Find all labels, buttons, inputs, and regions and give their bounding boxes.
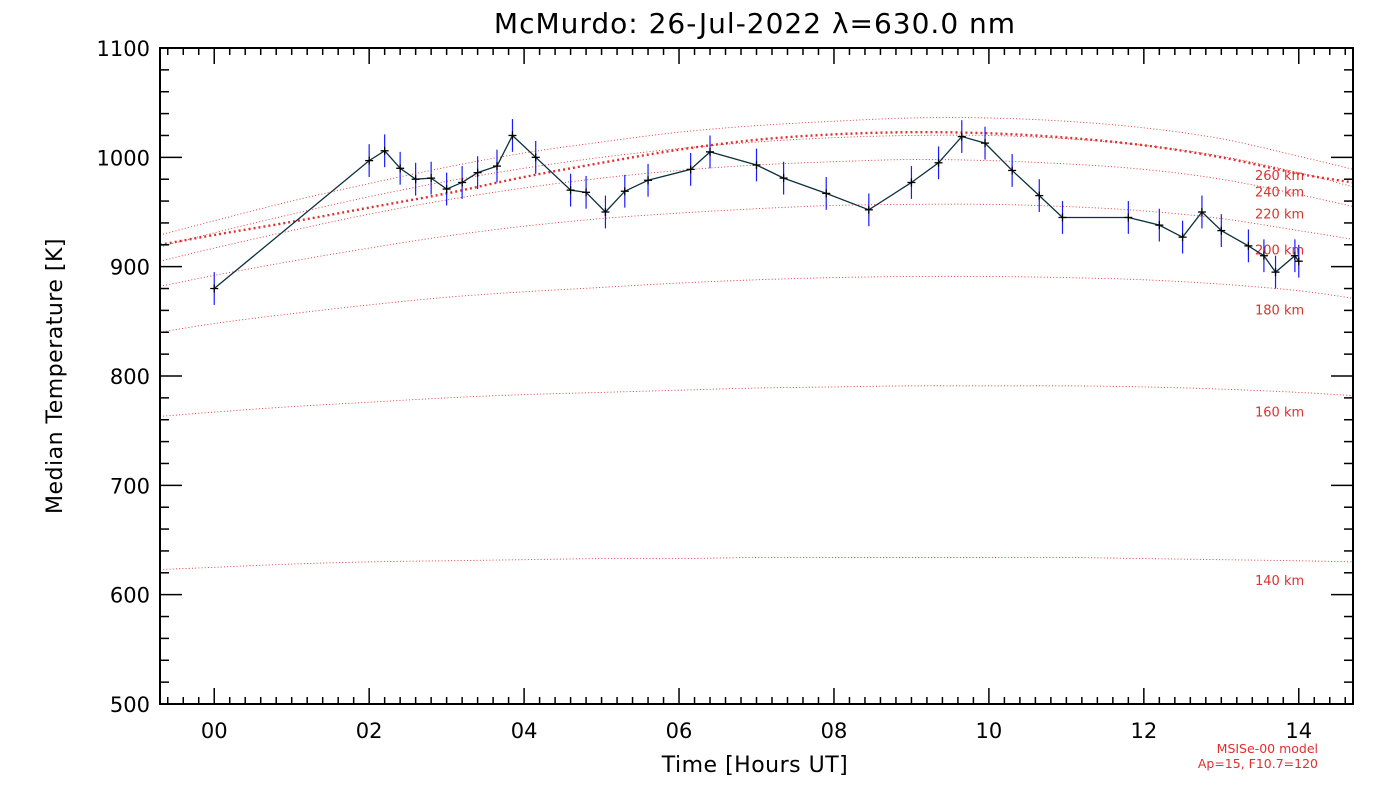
- x-tick-label-0: 00: [201, 719, 228, 743]
- data-point-31: [1155, 221, 1164, 230]
- data-point-18: [706, 147, 715, 156]
- x-tick-label-5: 10: [976, 719, 1003, 743]
- data-point-36: [1259, 251, 1268, 260]
- data-point-34: [1217, 226, 1226, 235]
- data-point-29: [1058, 213, 1067, 222]
- data-point-33: [1197, 208, 1206, 216]
- data-point-26: [981, 139, 990, 148]
- data-point-11: [531, 153, 540, 162]
- data-point-38: [1290, 251, 1299, 260]
- data-point-1: [365, 156, 374, 165]
- data-point-10: [508, 131, 517, 140]
- data-point-2: [380, 146, 389, 155]
- y-tick-label-0: 500: [110, 693, 150, 717]
- data-point-5: [427, 174, 436, 183]
- data-point-13: [582, 188, 591, 197]
- data-point-16: [644, 176, 653, 185]
- data-point-24: [934, 158, 943, 167]
- y-tick-label-4: 900: [110, 256, 150, 280]
- data-point-39: [1294, 257, 1303, 266]
- data-point-35: [1244, 241, 1253, 250]
- data-point-12: [566, 186, 575, 195]
- data-point-4: [411, 175, 420, 184]
- data-point-25: [957, 132, 966, 141]
- model-curve-3: [159, 203, 1354, 287]
- data-point-32: [1178, 233, 1187, 242]
- data-point-21: [822, 189, 831, 198]
- data-point-9: [492, 162, 501, 171]
- model-curve-2: [159, 275, 1354, 333]
- data-point-6: [442, 185, 451, 194]
- model-curve-label-1: 160 km: [1255, 405, 1304, 420]
- data-point-22: [864, 205, 873, 214]
- model-curve-label-4: 220 km: [1255, 208, 1304, 223]
- y-tick-label-1: 600: [110, 584, 150, 608]
- data-point-8: [473, 168, 482, 177]
- model-curve-0: [159, 556, 1354, 570]
- data-point-14: [601, 208, 610, 216]
- model-curve-label-5: 240 km: [1255, 186, 1304, 201]
- x-tick-label-2: 04: [511, 719, 538, 743]
- model-curve-label-0: 140 km: [1255, 574, 1304, 589]
- x-tick-label-7: 14: [1285, 719, 1312, 743]
- data-point-20: [779, 174, 788, 183]
- data-point-28: [1035, 191, 1044, 200]
- x-tick-label-4: 08: [821, 719, 848, 743]
- data-point-30: [1124, 213, 1133, 222]
- data-point-17: [686, 165, 695, 174]
- model-params-note: Ap=15, F10.7=120: [1198, 756, 1318, 771]
- y-axis-label: Median Temperature [K]: [43, 238, 68, 514]
- x-tick-label-6: 12: [1130, 719, 1157, 743]
- data-series: [210, 119, 1303, 305]
- y-tick-label-2: 700: [110, 474, 150, 498]
- data-point-27: [1008, 166, 1017, 175]
- model-curve-label-3: 200 km: [1255, 244, 1304, 259]
- model-curve-label-6: 260 km: [1255, 169, 1304, 184]
- y-tick-label-6: 1100: [97, 37, 150, 61]
- data-point-7: [458, 178, 467, 187]
- x-tick-label-3: 06: [666, 719, 693, 743]
- data-point-23: [907, 178, 916, 187]
- data-point-0: [210, 284, 219, 293]
- model-curves: 140 km 160 km 180 km 200 km 220 km 240 km 260 …: [159, 117, 1354, 589]
- plot-frame: [159, 47, 1354, 705]
- axes: 00 02 04 06 08 10 12 14 500 600 700 800 900 1000 1100: [97, 37, 1354, 743]
- model-name-note: MSISe-00 model: [1217, 741, 1318, 756]
- chart-title: McMurdo: 26-Jul-2022 λ=630.0 nm: [494, 7, 1016, 40]
- model-curve-1: [159, 385, 1354, 417]
- data-point-19: [752, 160, 761, 169]
- series-line: [213, 134, 1300, 290]
- data-point-37: [1271, 268, 1280, 277]
- x-tick-label-1: 02: [356, 719, 383, 743]
- y-tick-label-5: 1000: [97, 146, 150, 170]
- x-axis-label: Time [Hours UT]: [661, 753, 849, 778]
- model-curve-label-2: 180 km: [1255, 304, 1304, 319]
- data-point-15: [620, 187, 629, 196]
- y-tick-label-3: 800: [110, 365, 150, 389]
- data-point-3: [396, 164, 405, 173]
- model-highlight-curve: [159, 130, 1354, 246]
